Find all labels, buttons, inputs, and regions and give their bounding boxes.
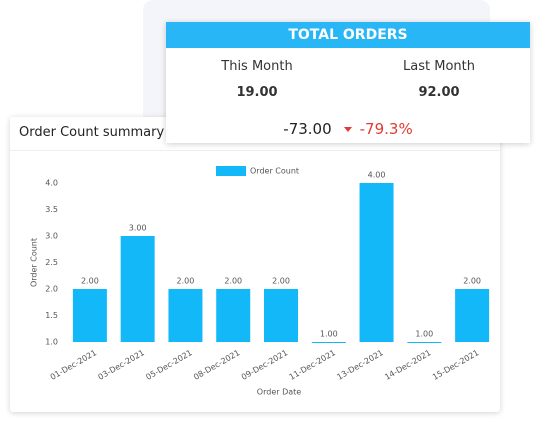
- x-tick-label: 05-Dec-2021: [144, 348, 193, 382]
- x-tick-label: 13-Dec-2021: [335, 348, 384, 382]
- y-axis-label: Order Count: [30, 238, 39, 287]
- this-month-value: 19.00: [236, 85, 278, 100]
- x-tick-label: 14-Dec-2021: [383, 348, 432, 382]
- y-tick-label: 1.0: [45, 338, 58, 347]
- bar: [168, 289, 203, 342]
- value-label: 1.00: [415, 330, 433, 339]
- y-tick-label: 2.0: [45, 285, 58, 294]
- value-label: 2.00: [272, 277, 290, 286]
- bar: [264, 289, 298, 342]
- this-month-label: This Month: [221, 59, 293, 74]
- y-tick-label: 2.5: [45, 258, 58, 267]
- x-tick-label: 01-Dec-2021: [49, 348, 98, 382]
- kpi-difference-row: -73.00 -79.3%: [166, 120, 530, 138]
- down-arrow: [343, 127, 352, 132]
- value-label: 3.00: [129, 224, 147, 233]
- bar: [311, 342, 346, 343]
- x-tick-label: 11-Dec-2021: [288, 348, 337, 382]
- change: -79.3%: [359, 120, 413, 138]
- value-label: 2.00: [177, 277, 195, 286]
- legend-label: Order Count: [250, 167, 299, 176]
- value-label: 2.00: [81, 277, 99, 286]
- chart-title: Order Count summary: [19, 125, 165, 140]
- value-label: 2.00: [463, 277, 481, 286]
- bar: [407, 342, 442, 343]
- bar: [455, 289, 490, 342]
- difference: -73.00: [283, 120, 332, 138]
- separator: [10, 150, 500, 151]
- x-tick-label: 03-Dec-2021: [97, 348, 146, 382]
- x-tick-label: 09-Dec-2021: [240, 348, 289, 382]
- bar: [359, 183, 394, 342]
- kpi-title: TOTAL ORDERS: [166, 22, 530, 48]
- y-tick-label: 3.5: [45, 205, 58, 214]
- value-label: 4.00: [368, 171, 386, 180]
- value-label: 1.00: [320, 330, 338, 339]
- y-tick-label: 4.0: [45, 179, 58, 188]
- last-month-value: 92.00: [418, 85, 460, 100]
- x-tick-label: 08-Dec-2021: [192, 348, 241, 382]
- y-tick-label: 1.5: [45, 311, 58, 320]
- chart-card: Order Count summary: [10, 117, 500, 412]
- kpi-card: TOTAL ORDERS This Month Last Month 19.00…: [166, 22, 530, 143]
- value-label: 2.00: [224, 277, 242, 286]
- last-month-label: Last Month: [403, 59, 475, 74]
- legend-swatch: [216, 166, 246, 176]
- bar: [216, 289, 251, 342]
- x-tick-label: 15-Dec-2021: [431, 348, 480, 382]
- bar: [120, 236, 155, 342]
- bar: [72, 289, 107, 342]
- x-axis-label: Order Date: [257, 388, 301, 397]
- y-tick-label: 3.0: [45, 232, 58, 241]
